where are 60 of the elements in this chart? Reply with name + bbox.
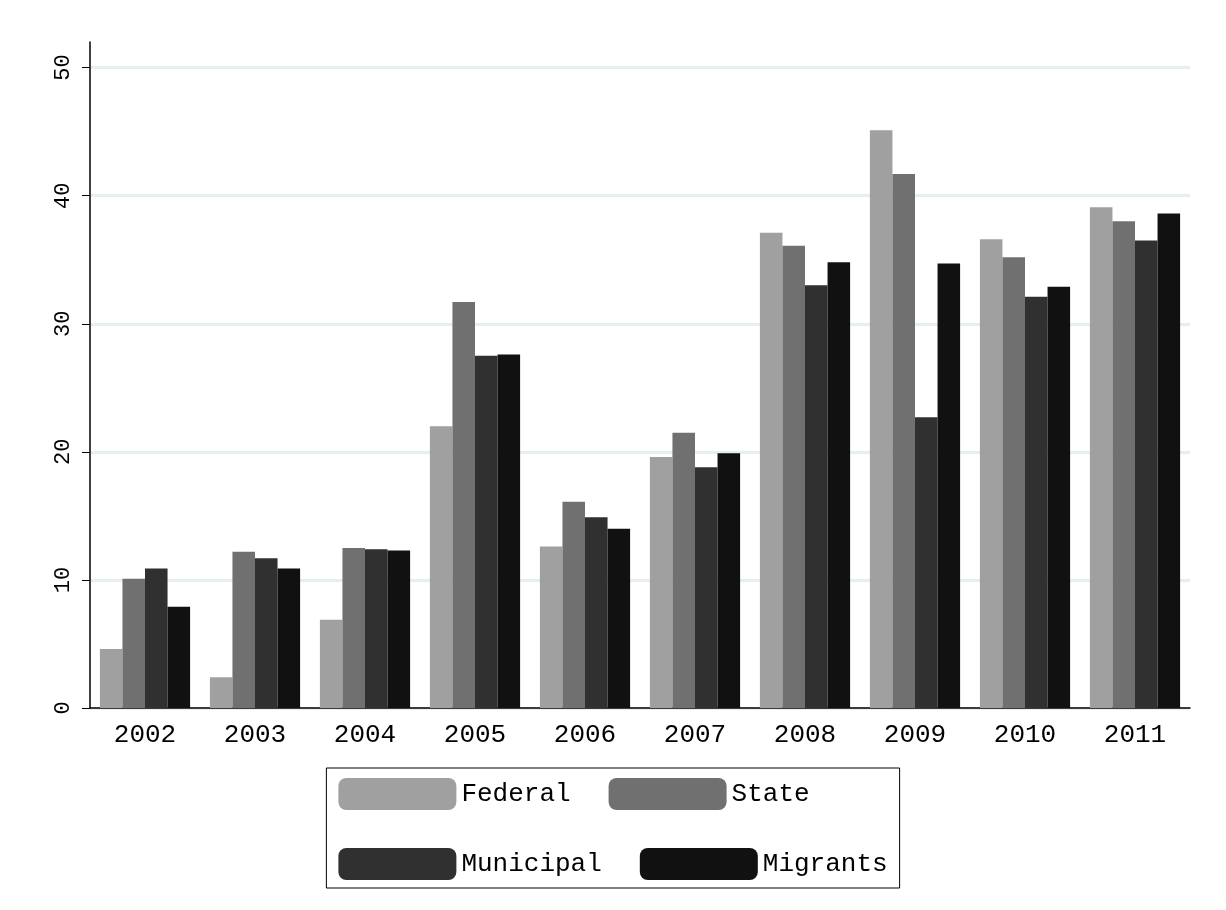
bar xyxy=(475,355,498,708)
bar xyxy=(1135,240,1158,708)
x-tick-label: 2002 xyxy=(113,720,177,750)
y-tick-label: 20 xyxy=(50,438,76,466)
bar xyxy=(979,239,1003,708)
bar xyxy=(232,551,255,708)
x-tick-label: 2010 xyxy=(993,720,1057,750)
bar xyxy=(539,546,563,708)
bar xyxy=(759,232,783,708)
x-tick-label: 2006 xyxy=(553,720,617,750)
bar xyxy=(167,606,191,708)
bar xyxy=(342,547,365,708)
legend-label: Migrants xyxy=(762,849,888,879)
bar xyxy=(672,432,695,708)
y-tick-label: 10 xyxy=(50,566,76,594)
x-tick-label: 2008 xyxy=(773,720,837,750)
bar xyxy=(827,262,851,708)
bar xyxy=(1157,213,1181,708)
bar xyxy=(782,245,805,708)
legend-label: Federal xyxy=(461,779,571,809)
bar xyxy=(805,285,828,708)
bar xyxy=(145,568,168,708)
y-tick-label: 30 xyxy=(50,310,76,337)
bar xyxy=(1047,286,1071,708)
bar xyxy=(562,501,585,708)
bar xyxy=(365,549,388,708)
x-tick-label: 2007 xyxy=(663,720,727,750)
bar xyxy=(452,302,475,708)
bar xyxy=(255,558,278,708)
bar xyxy=(122,578,145,708)
bar xyxy=(497,354,521,708)
x-tick-label: 2009 xyxy=(883,720,947,750)
bar xyxy=(1002,257,1025,708)
bar xyxy=(387,550,411,708)
legend-label: State xyxy=(731,779,810,809)
legend-label: Municipal xyxy=(461,849,602,879)
bar xyxy=(209,677,233,708)
x-tick-label: 2011 xyxy=(1103,720,1167,750)
bar xyxy=(649,456,673,708)
bar xyxy=(892,173,915,708)
bar xyxy=(1089,207,1113,708)
bar xyxy=(1025,296,1048,708)
x-tick-label: 2003 xyxy=(223,720,287,750)
bar xyxy=(607,528,631,708)
x-tick-label: 2004 xyxy=(333,720,397,750)
bar xyxy=(717,453,741,708)
bar xyxy=(585,517,608,708)
bar xyxy=(937,263,961,708)
bar xyxy=(99,649,123,708)
y-tick-label: 50 xyxy=(50,54,76,81)
bar xyxy=(695,467,718,708)
bar xyxy=(915,417,938,708)
bar xyxy=(319,619,343,708)
y-tick-label: 0 xyxy=(50,701,76,715)
y-tick-label: 40 xyxy=(50,182,76,209)
bar xyxy=(1112,221,1135,708)
x-tick-label: 2005 xyxy=(443,720,507,750)
bar xyxy=(869,130,893,708)
bar xyxy=(429,426,453,708)
bar xyxy=(277,568,301,708)
